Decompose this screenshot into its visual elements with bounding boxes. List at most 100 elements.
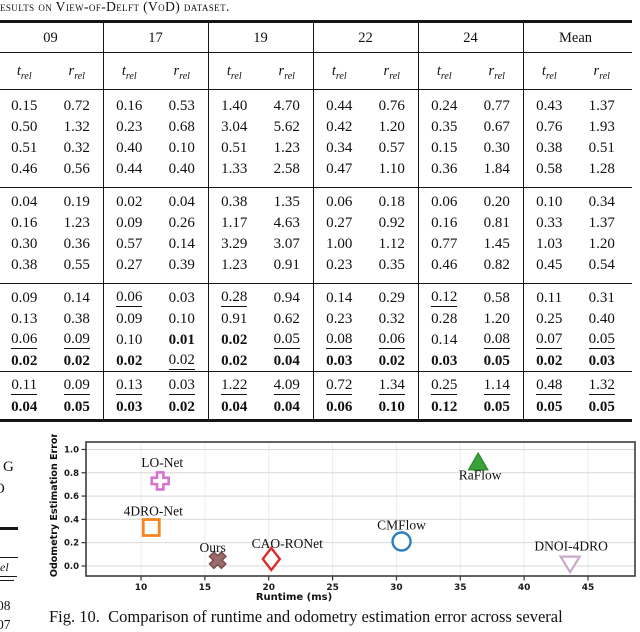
table-cell: 0.47 bbox=[326, 160, 353, 177]
table-cell: 0.33 bbox=[536, 214, 563, 231]
table-cell: 0.62 bbox=[273, 310, 300, 327]
table-cell: 0.91 bbox=[221, 310, 248, 327]
table-cell: 0.51 bbox=[588, 139, 615, 156]
table-cell: 0.32 bbox=[378, 310, 405, 327]
table-cell: 0.03 bbox=[168, 289, 195, 306]
table-cell: 0.09 bbox=[116, 310, 143, 327]
table-cell: 0.54 bbox=[588, 256, 615, 273]
table-row: 0.16 1.23 0.09 0.26 1.17 4.63 0.27 0.92 0.16 0.81… bbox=[0, 213, 628, 234]
table-cell: 0.13 bbox=[11, 310, 38, 327]
data-point-cao-ronet bbox=[261, 546, 282, 572]
table-cell: 0.28 bbox=[208, 289, 261, 308]
table-cell: 0.03 bbox=[156, 377, 209, 396]
table-cell: 0.57 bbox=[378, 139, 405, 156]
table-cell: 1.33 bbox=[221, 160, 248, 177]
table-cell: 0.58 bbox=[483, 289, 510, 306]
table-cell: 0.35 bbox=[378, 256, 405, 273]
table-vline bbox=[313, 23, 315, 419]
table-subheader-row: trel rrel trel rrel trel rrel trel rrel trel rrel… bbox=[0, 60, 628, 84]
left-column-fragment: O bbox=[0, 481, 5, 498]
table-cell: 0.31 bbox=[588, 289, 615, 306]
table-cell: 0.03 bbox=[116, 398, 143, 415]
table-cell: 0.05 bbox=[536, 398, 563, 415]
table-cell: 0.38 bbox=[536, 139, 563, 156]
data-point-label: LO-Net bbox=[141, 455, 183, 470]
table-cell: 0.02 bbox=[116, 193, 143, 210]
col-group-label: Mean bbox=[558, 29, 592, 46]
data-point-label: DNOI-4DRO bbox=[534, 539, 608, 554]
table-cell: 0.10 bbox=[378, 398, 405, 415]
table-cell: 0.06 bbox=[0, 331, 51, 350]
table-cell: 0.09 bbox=[51, 377, 104, 396]
table-cell: 0.10 bbox=[116, 331, 143, 348]
table-cell: 0.24 bbox=[431, 97, 458, 114]
table-cell: 0.09 bbox=[11, 289, 38, 306]
table-cell: 3.29 bbox=[221, 235, 248, 252]
x-tick-label: 15 bbox=[199, 583, 212, 593]
plot-frame bbox=[85, 441, 636, 577]
col-group-label: 19 bbox=[253, 29, 268, 46]
table-cell: 0.94 bbox=[273, 289, 300, 306]
table-row: 0.04 0.19 0.02 0.04 0.38 1.35 0.06 0.18 0.06 0.20… bbox=[0, 192, 628, 213]
col-subheader-label: rrel bbox=[173, 62, 190, 82]
table-row: 0.06 0.09 0.10 0.01 0.02 0.05 0.08 0.06 0.14 0.08… bbox=[0, 330, 628, 351]
table-cell: 0.40 bbox=[116, 139, 143, 156]
table-cell: 1.93 bbox=[588, 118, 615, 135]
col-subheader-label: rrel bbox=[68, 62, 85, 82]
table-cell: 0.81 bbox=[483, 214, 510, 231]
x-axis-label: Runtime (ms) bbox=[256, 592, 332, 603]
col-group-label: 24 bbox=[463, 29, 478, 46]
table-cell: 2.58 bbox=[273, 160, 300, 177]
table-cell: 0.03 bbox=[326, 352, 353, 369]
table-cell: 1.37 bbox=[588, 214, 615, 231]
data-point-label: RaFlow bbox=[459, 467, 502, 482]
col-subheader-label: trel bbox=[541, 62, 557, 82]
table-cell: 0.15 bbox=[431, 139, 458, 156]
table-cell: 0.68 bbox=[168, 118, 195, 135]
data-point-label: 4DRO-Net bbox=[124, 504, 183, 519]
table-cell: 1.17 bbox=[221, 214, 248, 231]
table-cell: 1.12 bbox=[378, 235, 405, 252]
table-cell: 0.06 bbox=[103, 289, 156, 308]
table-cell: 0.02 bbox=[63, 352, 90, 369]
table-cell: 0.16 bbox=[116, 97, 143, 114]
table-cell: 5.62 bbox=[273, 118, 300, 135]
y-tick-label: 0.4 bbox=[64, 515, 79, 525]
table-rule bbox=[0, 187, 632, 189]
table-row: 0.13 0.38 0.09 0.10 0.91 0.62 0.23 0.32 0.28 1.20… bbox=[0, 309, 628, 330]
table-cell: 0.42 bbox=[326, 118, 353, 135]
x-tick-label: 40 bbox=[518, 583, 531, 593]
table-cell: 0.55 bbox=[63, 256, 90, 273]
table-cell: 0.04 bbox=[273, 352, 300, 369]
table-cell: 0.25 bbox=[536, 310, 563, 327]
table-cell: 1.00 bbox=[326, 235, 353, 252]
data-point-lo-net bbox=[150, 471, 170, 491]
table-cell: 0.38 bbox=[63, 310, 90, 327]
table-cell: 1.20 bbox=[588, 235, 615, 252]
y-tick-label: 0.2 bbox=[64, 539, 79, 549]
table-cell: 0.02 bbox=[378, 352, 405, 369]
table-cell: 0.06 bbox=[431, 193, 458, 210]
table-cell: 1.23 bbox=[221, 256, 248, 273]
left-column-fragment: el bbox=[0, 560, 9, 574]
data-point-ours bbox=[208, 550, 227, 570]
left-column-fragment: 07 bbox=[0, 617, 11, 632]
col-subheader-label: trel bbox=[121, 62, 137, 82]
col-subheader-label: trel bbox=[16, 62, 32, 82]
table-cell: 0.50 bbox=[11, 118, 38, 135]
table-cell: 0.14 bbox=[431, 331, 458, 348]
table-vline bbox=[523, 23, 525, 419]
x-tick-label: 10 bbox=[135, 583, 148, 593]
table-row: 0.51 0.32 0.40 0.10 0.51 1.23 0.34 0.57 0.15 0.30… bbox=[0, 138, 628, 159]
table-cell: 0.09 bbox=[51, 331, 104, 350]
table-cell: 0.19 bbox=[63, 193, 90, 210]
table-cell: 0.06 bbox=[326, 193, 353, 210]
table-cell: 0.13 bbox=[103, 377, 156, 396]
table-cell: 0.82 bbox=[483, 256, 510, 273]
table-cell: 0.05 bbox=[588, 398, 615, 415]
table-vline bbox=[418, 23, 420, 419]
table-cell: 0.14 bbox=[63, 289, 90, 306]
table-cell: 0.05 bbox=[576, 331, 629, 350]
table-cell: 0.46 bbox=[431, 256, 458, 273]
table-cell: 0.34 bbox=[588, 193, 615, 210]
